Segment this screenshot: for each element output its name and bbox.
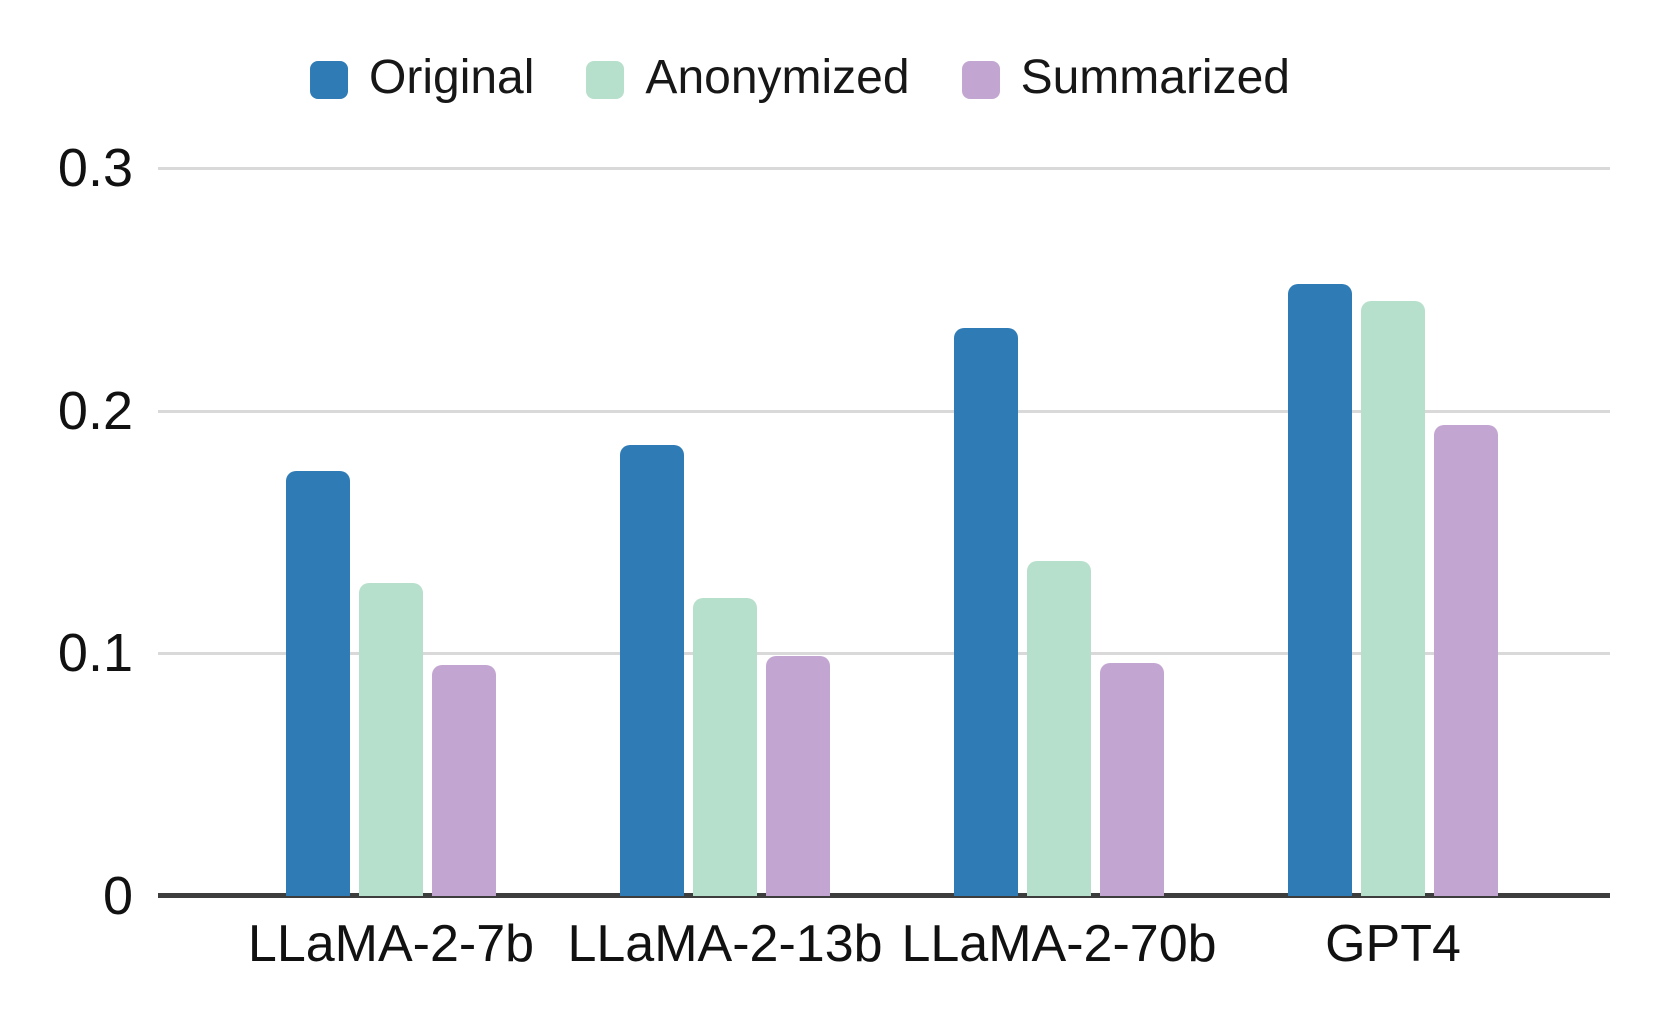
x-category-label-gpt4: GPT4 bbox=[1325, 915, 1461, 973]
bar-anonymized-llama-2-70b bbox=[1027, 561, 1091, 896]
legend-swatch-original bbox=[310, 61, 349, 99]
bar-anonymized-llama-2-13b bbox=[693, 597, 757, 896]
x-category-label-llama-2-13b: LLaMA-2-13b bbox=[567, 915, 883, 973]
legend-label: Anonymized bbox=[645, 51, 910, 104]
gridline-0.2 bbox=[158, 409, 1610, 413]
legend-item-anonymized: Anonymized bbox=[586, 51, 910, 106]
bar-original-gpt4 bbox=[1288, 284, 1352, 896]
bar-original-llama-2-7b bbox=[286, 471, 350, 896]
legend-item-original: Original bbox=[310, 54, 534, 106]
bar-summarized-llama-2-70b bbox=[1100, 663, 1164, 896]
y-tick-label-0.3: 0.3 bbox=[57, 138, 133, 198]
x-axis-line bbox=[158, 893, 1610, 898]
chart-legend: Original Anonymized Summarized bbox=[310, 54, 1290, 106]
legend-swatch-anonymized bbox=[586, 61, 625, 99]
legend-swatch-summarized bbox=[961, 61, 1000, 99]
gridline-0.3 bbox=[158, 167, 1610, 170]
bar-summarized-llama-2-7b bbox=[432, 665, 496, 896]
y-tick-label-0.1: 0.1 bbox=[57, 623, 133, 684]
x-category-label-llama-2-70b: LLaMA-2-70b bbox=[901, 915, 1217, 973]
bar-original-llama-2-70b bbox=[954, 328, 1018, 896]
bar-original-llama-2-13b bbox=[620, 444, 684, 896]
legend-item-summarized: Summarized bbox=[961, 51, 1290, 106]
y-tick-label-0: 0 bbox=[102, 866, 133, 926]
y-tick-label-0.2: 0.2 bbox=[57, 380, 133, 441]
gridline-0.1 bbox=[158, 652, 1610, 656]
plot-area bbox=[158, 167, 1610, 898]
legend-label: Original bbox=[369, 51, 535, 104]
legend-label: Summarized bbox=[1020, 51, 1290, 104]
x-category-label-llama-2-7b: LLaMA-2-7b bbox=[247, 915, 535, 973]
bar-summarized-gpt4 bbox=[1434, 425, 1498, 896]
bar-anonymized-gpt4 bbox=[1361, 301, 1425, 896]
bar-anonymized-llama-2-7b bbox=[359, 582, 423, 896]
bar-summarized-llama-2-13b bbox=[766, 655, 830, 896]
